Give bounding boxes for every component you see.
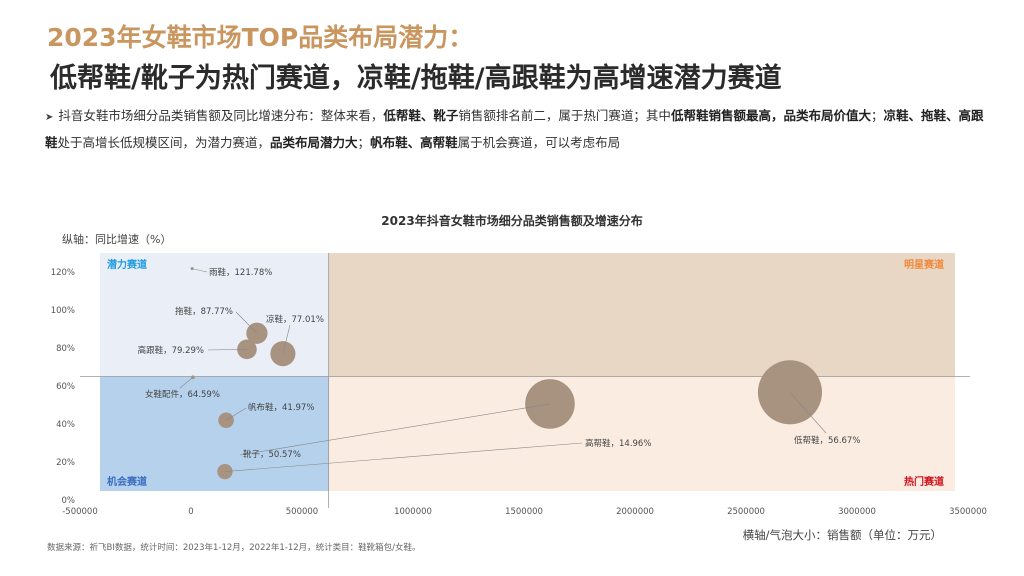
description-highlight: 帆布鞋、高帮鞋 [370, 135, 458, 150]
description-text: 抖音女鞋市场细分品类销售额及同比增速分布：整体来看，低帮鞋、靴子销售额排名前二，… [45, 108, 983, 150]
description: ➤ 抖音女鞋市场细分品类销售额及同比增速分布：整体来看，低帮鞋、靴子销售额排名前二… [45, 103, 995, 155]
page-subtitle: 低帮鞋/靴子为热门赛道，凉鞋/拖鞋/高跟鞋为高增速潜力赛道 [50, 63, 782, 94]
x-tick-label: 1000000 [394, 507, 432, 517]
leader-line [224, 442, 583, 472]
x-tick-label: 3500000 [949, 507, 987, 517]
data-label: 高帮鞋，14.96% [585, 438, 651, 449]
leader-line [789, 392, 827, 434]
x-tick-label: 500000 [286, 507, 318, 517]
description-highlight: 品类布局潜力大 [270, 135, 358, 150]
data-label: 低帮鞋，56.67% [794, 435, 860, 446]
y-tick-label: 80% [56, 344, 75, 354]
quadrant-label: 机会赛道 [107, 475, 147, 488]
description-segment: 抖音女鞋市场细分品类销售额及同比增速分布：整体来看， [58, 108, 384, 123]
description-segment: ； [870, 108, 884, 123]
data-label: 帆布鞋，41.97% [248, 402, 314, 413]
y-tick-label: 20% [56, 458, 75, 468]
data-label: 雨鞋，121.78% [209, 267, 272, 278]
quadrant-label: 明星赛道 [904, 258, 944, 271]
leader-line [239, 403, 551, 456]
leader-line [235, 311, 258, 334]
y-tick-label: 120% [51, 268, 75, 278]
description-segment: ； [357, 135, 371, 150]
bubble-point [757, 360, 822, 425]
y-tick-label: 40% [56, 420, 75, 430]
description-highlight: 低帮鞋、靴子 [383, 108, 459, 123]
quadrant-label: 潜力赛道 [107, 258, 147, 271]
description-segment: 处于高增长低规模区间，为潜力赛道， [57, 135, 271, 150]
y-tick-label: 0% [62, 496, 76, 506]
chart-title: 2023年抖音女鞋市场细分品类销售额及增速分布 [381, 214, 643, 228]
quadrant-bottom-left [100, 376, 329, 491]
description-segment: 属于机会赛道，可以考虑布局 [457, 135, 621, 150]
description-highlight: 低帮鞋销售额最高，品类布局价值大 [670, 108, 871, 123]
y-tick-label: 60% [56, 382, 75, 392]
x-tick-label: 1500000 [505, 507, 543, 517]
data-label: 高跟鞋，79.29% [138, 345, 204, 356]
data-label: 拖鞋，87.77% [175, 306, 233, 317]
description-segment: 销售额排名前二，属于热门赛道；其中 [458, 108, 671, 123]
quadrant-top-right [328, 253, 955, 377]
leader-line [192, 268, 208, 273]
y-axis-label: 纵轴：同比增速（%） [62, 233, 172, 246]
data-label: 凉鞋，77.01% [266, 314, 324, 325]
x-axis-label: 横轴/气泡大小：销售额（单位：万元） [742, 528, 942, 542]
description-highlight: 凉鞋、拖鞋、高跟鞋 [45, 108, 984, 150]
x-tick-label: 3000000 [838, 507, 876, 517]
quadrant-label: 热门赛道 [904, 475, 944, 488]
data-source-note: 数据来源：祈飞BI数据，统计时间：2023年1-12月，2022年1-12月，统… [47, 543, 421, 553]
x-tick-label: 2500000 [727, 507, 765, 517]
leader-line [179, 377, 194, 389]
quadrant-bottom-right [328, 376, 955, 491]
data-label: 女鞋配件，64.59% [145, 389, 220, 400]
bullet-arrow-icon: ➤ [45, 112, 54, 123]
y-tick-label: 100% [51, 306, 75, 316]
leader-line [207, 349, 247, 351]
leader-line [225, 407, 247, 421]
page-title: 2023年女鞋市场TOP品类布局潜力： [47, 23, 474, 52]
leader-line [282, 324, 291, 354]
x-tick-label: 0 [188, 507, 193, 517]
x-tick-label: -500000 [62, 507, 98, 517]
x-tick-label: 2000000 [616, 507, 654, 517]
data-label: 靴子，50.57% [243, 449, 301, 460]
